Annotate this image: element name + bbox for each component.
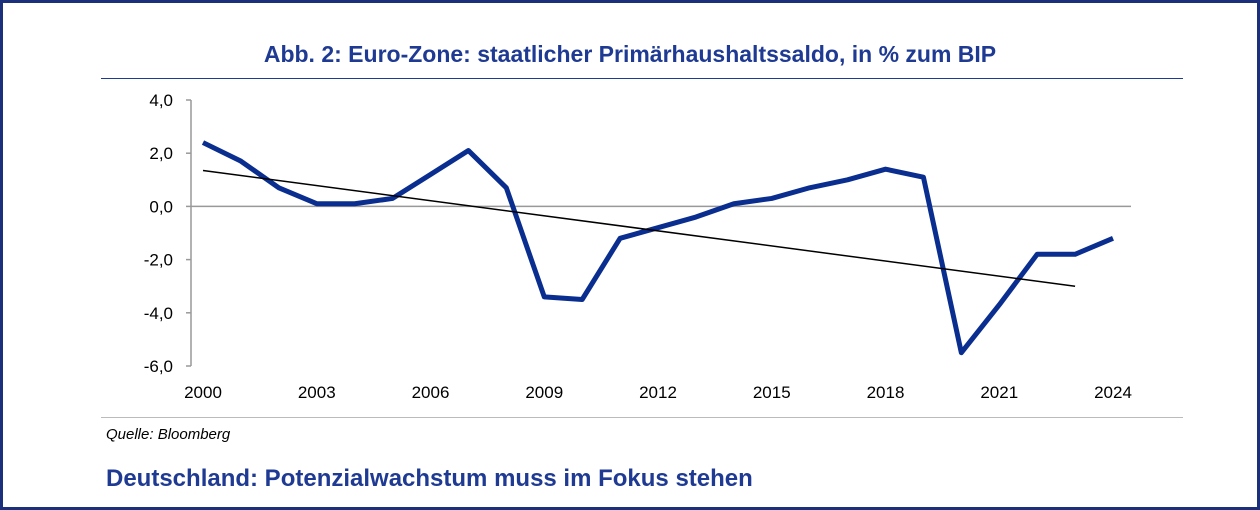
y-tick-label: 4,0 <box>149 91 173 110</box>
title-divider <box>101 78 1183 79</box>
source-note: Quelle: Bloomberg <box>106 426 231 443</box>
trend-line <box>202 169 1076 287</box>
series-line-primary-balance <box>201 140 1114 356</box>
x-tick-label: 2000 <box>184 383 222 402</box>
x-tick-label: 2015 <box>753 383 791 402</box>
section-heading: Deutschland: Potenzialwachstum muss im F… <box>106 465 753 492</box>
chart-title: Abb. 2: Euro-Zone: staatlicher Primärhau… <box>263 41 997 67</box>
bottom-divider <box>101 417 1183 418</box>
x-tick-label: 2018 <box>867 383 905 402</box>
x-tick-label: 2024 <box>1094 383 1132 402</box>
x-tick-label: 2012 <box>639 383 677 402</box>
chart-plot: 4,0 2,0 0,0 -2,0 -4,0 -6,0 2000 2003 2006 2009 201… <box>144 91 1132 402</box>
y-tick-label: 2,0 <box>149 144 173 163</box>
x-tick-label: 2006 <box>412 383 450 402</box>
y-tick-label: -4,0 <box>144 304 173 323</box>
x-tick-label: 2021 <box>980 383 1018 402</box>
y-tick-label: 0,0 <box>149 197 173 216</box>
x-tick-label: 2003 <box>298 383 336 402</box>
y-tick-label: -6,0 <box>144 357 173 376</box>
y-tick-label: -2,0 <box>144 251 173 270</box>
x-tick-label: 2009 <box>525 383 563 402</box>
